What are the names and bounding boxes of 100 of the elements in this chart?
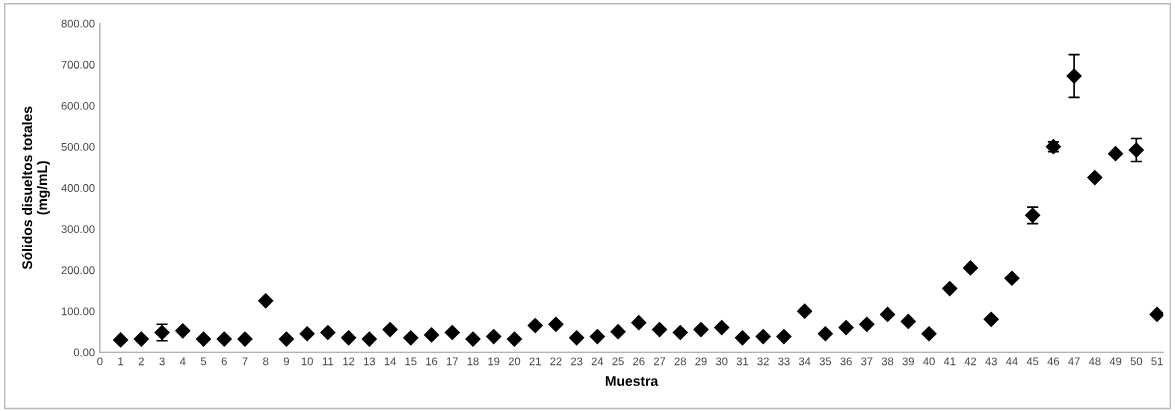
point [382, 322, 398, 338]
x-tick-label: 33 [778, 357, 790, 366]
x-tick-label: 5 [200, 357, 207, 366]
point [444, 324, 460, 341]
x-tick-label: 25 [612, 357, 624, 366]
x-tick-label: 4 [179, 357, 186, 366]
x-tick-label: 34 [798, 357, 811, 366]
y-tick-label: 700.00 [61, 60, 95, 69]
point [341, 330, 357, 346]
x-tick-label: 50 [1130, 357, 1143, 366]
point [548, 316, 564, 332]
point [693, 322, 709, 338]
x-tick-label: 23 [571, 357, 583, 366]
point [610, 324, 626, 340]
point [1149, 306, 1164, 322]
x-tick-label: 14 [384, 357, 396, 366]
point [216, 331, 232, 347]
y-tick-label: 100.00 [61, 307, 95, 316]
x-tick-label: 7 [242, 357, 248, 366]
y-tick-label: 500.00 [61, 142, 95, 151]
x-tick-label: 22 [550, 357, 562, 366]
point [320, 324, 336, 341]
x-tick-label: 31 [736, 357, 749, 366]
point [195, 331, 212, 347]
x-tick-label: 12 [343, 357, 355, 366]
x-tick-label: 3 [159, 357, 165, 366]
point [672, 324, 688, 341]
x-tick-label: 6 [221, 357, 227, 366]
x-tick-label: 9 [283, 357, 289, 366]
x-tick-label: 16 [426, 357, 438, 366]
x-tick-label: 15 [405, 357, 417, 366]
y-tick-label: 400.00 [61, 184, 95, 192]
x-tick-label: 35 [819, 357, 832, 366]
point [734, 330, 751, 346]
y-tick-label: 600.00 [61, 101, 95, 110]
y-tick-label: 300.00 [61, 225, 95, 234]
x-tick-label: 10 [301, 357, 313, 366]
point [962, 260, 979, 276]
x-tick-label: 49 [1109, 357, 1122, 366]
point [776, 329, 792, 345]
point [258, 293, 274, 309]
x-tick-label: 41 [943, 357, 956, 366]
x-tick-label: 43 [985, 357, 997, 366]
x-tick-label: 21 [529, 357, 541, 366]
point [921, 326, 937, 342]
y-tick-label: 0.00 [73, 348, 95, 357]
point [133, 331, 149, 347]
point [403, 330, 419, 346]
x-tick-label: 1 [118, 357, 124, 366]
x-tick-label: 28 [674, 357, 686, 366]
point [589, 329, 605, 345]
x-tick-label: 40 [923, 357, 935, 366]
point [879, 306, 896, 322]
point [1128, 142, 1144, 158]
x-tick-label: 19 [488, 357, 500, 366]
point [299, 326, 315, 342]
point [859, 316, 875, 332]
x-tick-label: 20 [508, 357, 521, 366]
point [838, 319, 854, 336]
x-tick-label: 44 [1006, 357, 1018, 366]
y-axis-title: Sólidos disueltos totales (mg/mL) [21, 106, 50, 270]
point [527, 317, 543, 334]
point [983, 311, 999, 327]
point [569, 330, 585, 346]
point [1087, 169, 1103, 186]
point [900, 313, 916, 329]
x-tick-label: 45 [1026, 357, 1039, 366]
x-tick-label: 11 [322, 357, 334, 366]
x-tick-label: 29 [695, 357, 707, 366]
x-tick-label: 8 [263, 357, 269, 366]
x-tick-label: 27 [653, 357, 666, 366]
point [113, 332, 129, 348]
x-tick-label: 13 [364, 357, 376, 366]
x-tick-label: 47 [1068, 357, 1080, 366]
point [755, 329, 771, 345]
x-tick-label: 37 [861, 357, 873, 366]
x-axis-title: Muestra [605, 376, 659, 386]
point [1004, 270, 1020, 286]
point [278, 331, 295, 347]
point [797, 303, 813, 319]
x-tick-label: 2 [138, 357, 144, 366]
point [631, 315, 647, 331]
point [486, 329, 502, 345]
point [942, 280, 958, 297]
point [237, 331, 253, 347]
x-tick-label: 26 [633, 357, 645, 366]
x-tick-label: 30 [715, 357, 728, 366]
x-tick-label: 39 [902, 357, 914, 366]
x-tick-label: 32 [757, 357, 769, 366]
point [817, 326, 833, 342]
point [714, 319, 730, 336]
point [175, 323, 191, 339]
point [1066, 68, 1082, 84]
x-tick-label: 42 [964, 357, 977, 366]
x-tick-label: 48 [1088, 357, 1101, 366]
x-tick-label: 0 [97, 357, 103, 366]
x-tick-label: 46 [1047, 357, 1060, 366]
y-tick-label: 200.00 [61, 266, 95, 275]
point [506, 331, 523, 347]
x-tick-label: 36 [840, 357, 852, 366]
